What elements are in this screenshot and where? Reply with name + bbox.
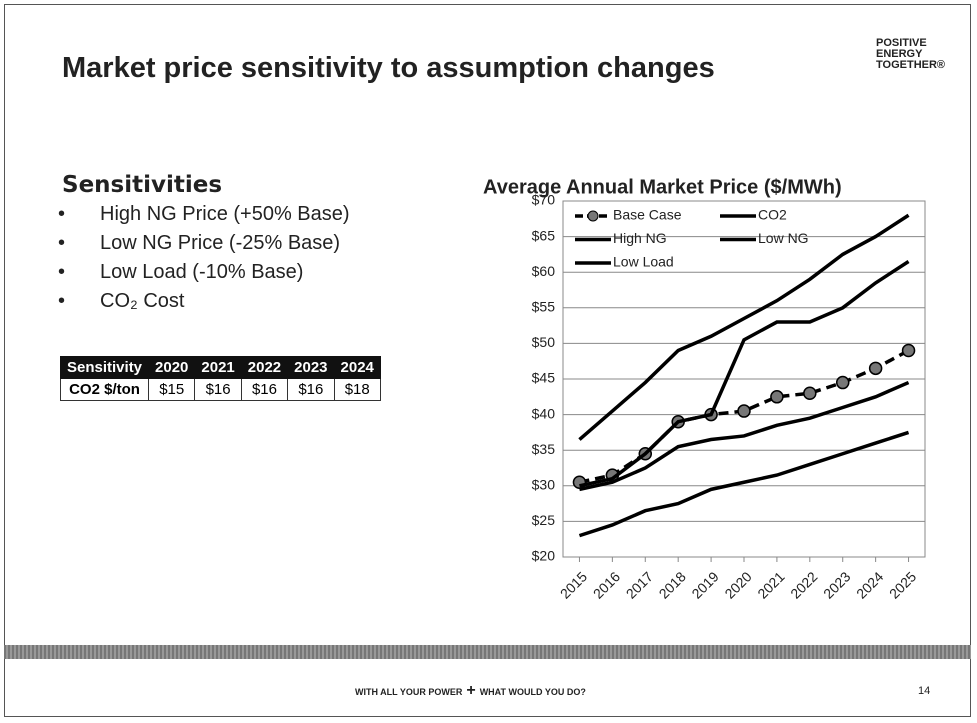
x-tick-label: 2019 [688, 568, 721, 601]
header-cell: 2023 [287, 356, 335, 379]
co2-table: Sensitivity 2020 2021 2022 2023 2024 CO2… [59, 356, 381, 401]
legend-label: Base Case [613, 207, 682, 223]
bullet-list: High NG Price (+50% Base) Low NG Price (… [50, 200, 350, 316]
y-tick-label: $35 [532, 441, 556, 457]
series-line [578, 430, 910, 538]
y-tick-label: $20 [532, 548, 556, 564]
header-cell: 2024 [333, 356, 381, 379]
y-tick-label: $65 [532, 227, 556, 243]
x-tick-label: 2017 [623, 568, 656, 601]
y-tick-label: $70 [532, 192, 556, 208]
series-marker [737, 404, 751, 418]
table-header: Sensitivity 2020 2021 2022 2023 2024 [59, 356, 381, 379]
legend-label: Low Load [613, 254, 674, 270]
y-tick-label: $25 [532, 512, 556, 528]
y-tick-label: $60 [532, 263, 556, 279]
bullet: High NG Price (+50% Base) [50, 200, 350, 229]
y-tick-label: $30 [532, 477, 556, 493]
bullet: CO₂ Cost [50, 287, 350, 316]
x-tick-label: 2015 [557, 568, 590, 601]
series-marker [803, 386, 817, 400]
footer-left: WITH ALL YOUR POWER [355, 687, 463, 697]
page-number: 14 [918, 685, 931, 697]
y-tick-label: $50 [532, 334, 556, 350]
series-marker [868, 361, 883, 376]
series-marker [835, 375, 850, 390]
y-tick-label: $45 [532, 370, 556, 386]
x-tick-label: 2018 [656, 568, 689, 601]
section-heading: Sensitivities [62, 172, 223, 198]
header-cell: 2020 [148, 356, 196, 379]
x-tick-label: 2025 [886, 568, 919, 601]
table-row: CO2 $/ton $15 $16 $16 $16 $18 [59, 378, 381, 401]
slide [4, 4, 971, 717]
x-tick-label: 2020 [721, 568, 754, 601]
chart: Average Annual Market Price ($/MWh) $20 $… [483, 176, 926, 602]
cell: $16 [240, 378, 289, 401]
footer-band [4, 645, 971, 659]
x-tick-label: 2022 [787, 568, 820, 601]
slide-title: Market price sensitivity to assumption c… [62, 52, 715, 84]
x-tick-label: 2016 [590, 568, 623, 601]
bullet: Low Load (-10% Base) [50, 258, 350, 287]
footer-symbol: + [466, 682, 476, 699]
footer-right: WHAT WOULD YOU DO? [479, 687, 586, 697]
series-marker [770, 390, 784, 404]
cell: $16 [194, 378, 242, 401]
header-cell: 2022 [240, 356, 289, 379]
chart-title: Average Annual Market Price ($/MWh) [483, 176, 842, 198]
legend-label: High NG [613, 230, 667, 246]
cell: CO2 $/ton [59, 378, 150, 401]
legend-label: Low NG [758, 230, 809, 246]
y-tick-label: $40 [532, 405, 556, 421]
footer-slogan: WITH ALL YOUR POWER + WHAT WOULD YOU DO? [355, 682, 586, 700]
logo: POSITIVE ENERGY TOGETHER® [876, 37, 946, 71]
series-line [578, 213, 910, 441]
legend-marker [587, 210, 599, 222]
bullet: Low NG Price (-25% Base) [50, 229, 350, 258]
series-line [579, 380, 910, 492]
x-tick-label: 2023 [820, 568, 853, 601]
legend-label: CO2 [758, 207, 787, 223]
y-tick-label: $55 [532, 299, 556, 315]
series-marker [901, 343, 916, 358]
cell: $18 [333, 378, 381, 401]
x-tick-label: 2024 [853, 568, 886, 601]
series-line [579, 260, 910, 488]
x-tick-label: 2021 [754, 568, 787, 601]
